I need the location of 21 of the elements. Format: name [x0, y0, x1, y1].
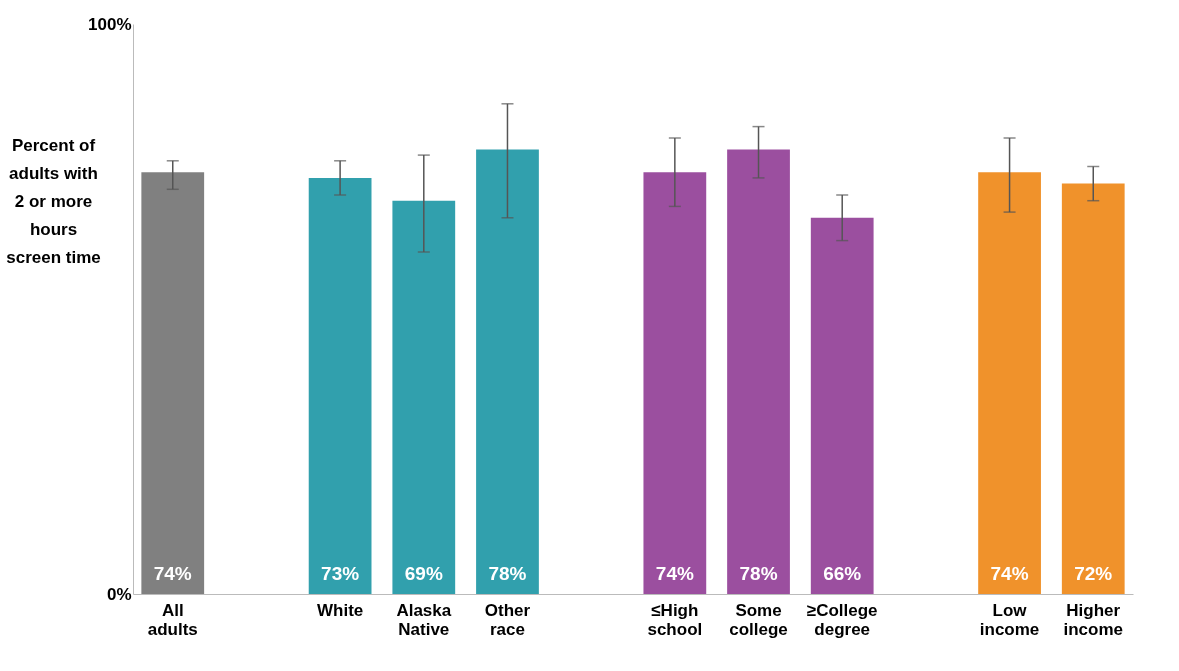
y-tick-label: 100%: [88, 14, 132, 34]
x-tick-label: Alaska Native: [396, 600, 452, 639]
data-label: 74%: [153, 563, 192, 584]
x-tick-label: All adults: [147, 600, 198, 639]
data-label: 74%: [990, 563, 1029, 584]
data-label: 66%: [823, 563, 862, 584]
x-tick-label: Some college: [729, 600, 788, 639]
x-tick-label: Higher income: [1063, 600, 1124, 639]
x-tick-label: ≥College degree: [806, 600, 878, 639]
y-axis-title: Percent of adults with 2 or more hours screen time: [6, 135, 101, 267]
data-label: 74%: [655, 563, 694, 584]
data-label: 72%: [1074, 563, 1113, 584]
x-tick-label: Low income: [979, 600, 1040, 639]
data-label: 78%: [488, 563, 527, 584]
x-tick-label: ≤High school: [647, 600, 703, 639]
data-label: 78%: [739, 563, 778, 584]
x-tick-label: Other race: [484, 600, 531, 639]
data-label: 69%: [404, 563, 443, 584]
y-tick-label: 0%: [106, 584, 132, 604]
x-tick-label: White: [316, 600, 364, 620]
data-label: 73%: [321, 563, 360, 584]
